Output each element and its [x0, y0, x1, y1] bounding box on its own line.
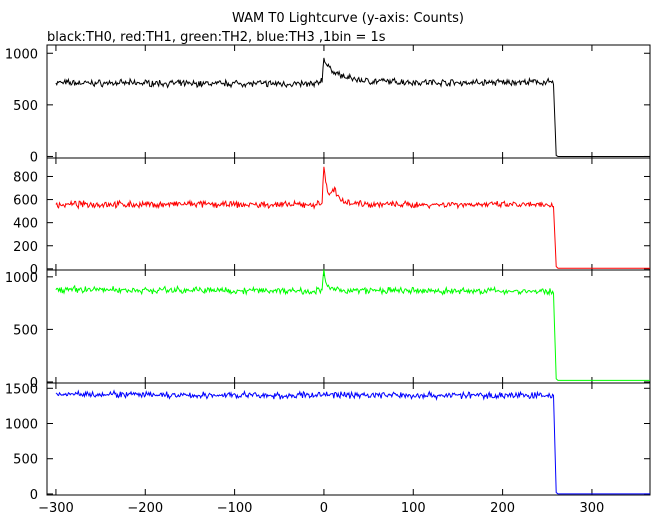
- x-tick-label: 300: [580, 501, 605, 515]
- y-tick-label: 600: [13, 194, 38, 209]
- panel-th2: 0 500 1000: [5, 269, 651, 391]
- y-tick-label: 800: [13, 170, 38, 185]
- x-tick-label: −300: [38, 501, 74, 515]
- series-line-th2: [55, 269, 650, 381]
- y-tick-label: 1000: [5, 418, 38, 433]
- y-tick-label: 500: [13, 453, 38, 468]
- y-tick-label: 1000: [5, 271, 38, 286]
- panel-th1: 0 200 400 600 800: [13, 157, 651, 278]
- y-tick-label: 500: [13, 323, 38, 338]
- panel-th0: 0 500 1000: [5, 44, 651, 165]
- x-tick-label: −100: [217, 501, 253, 515]
- y-tick-label: 500: [13, 99, 38, 114]
- y-tick-label: 0: [30, 488, 38, 503]
- y-tick-label: 0: [30, 150, 38, 165]
- series-line-th3: [55, 389, 650, 495]
- y-tick-label: 200: [13, 240, 38, 255]
- panel-frame: [46, 269, 651, 384]
- panel-frame: [46, 382, 651, 496]
- y-tick-label: 400: [13, 217, 38, 232]
- x-tick-label: −200: [127, 501, 163, 515]
- y-tick-label: 0: [30, 376, 38, 391]
- chart-subtitle: black:TH0, red:TH1, green:TH2, blue:TH3 …: [47, 30, 386, 45]
- y-tick-label: 1000: [5, 47, 38, 62]
- panel-frame: [46, 44, 651, 159]
- y-tick-label: 1500: [5, 382, 38, 397]
- y-tick-label: 0: [30, 263, 38, 278]
- x-tick-label: 0: [320, 501, 328, 515]
- panel-frame: [46, 157, 651, 271]
- panels: 0500100002004006008000500100005001000150…: [5, 44, 651, 503]
- chart-title: WAM T0 Lightcurve (y-axis: Counts): [232, 11, 464, 26]
- x-tick-label: 200: [490, 501, 515, 515]
- series-line-th1: [55, 166, 650, 269]
- x-tick-label: 100: [401, 501, 426, 515]
- x-axis: −300 −200 −100 0 100 200 300: [38, 501, 604, 515]
- series-line-th0: [55, 57, 650, 157]
- panel-th3: 0 500 1000 1500: [5, 382, 651, 503]
